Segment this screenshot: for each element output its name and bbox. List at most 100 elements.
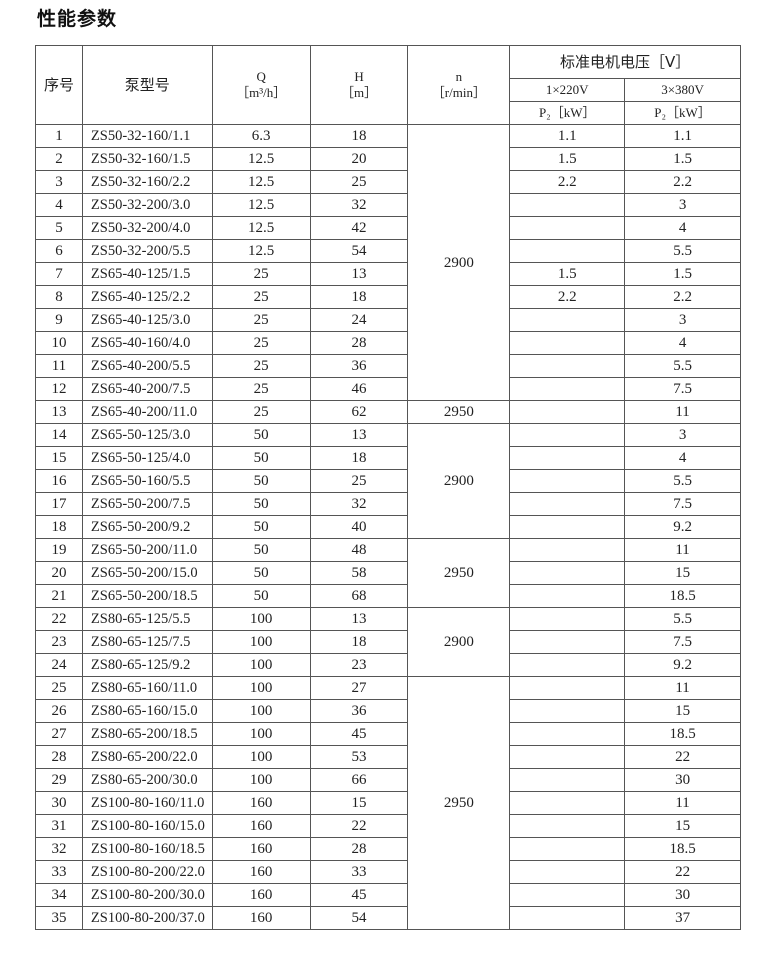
cell-q: 160 — [211, 860, 311, 884]
cell-q: 160 — [211, 906, 311, 930]
cell-seq: 32 — [35, 837, 83, 861]
cell-p-3ph: 3 — [624, 193, 741, 217]
header-p3: P₂［kW］ — [624, 101, 741, 125]
cell-model: ZS100-80-160/15.0 — [81, 814, 213, 838]
cell-h: 46 — [309, 377, 409, 401]
cell-h: 32 — [309, 492, 409, 516]
cell-p-3ph: 18.5 — [624, 837, 741, 861]
cell-p-1ph — [509, 699, 626, 723]
cell-n: 2900 — [407, 124, 511, 401]
cell-p-1ph — [509, 308, 626, 332]
cell-h: 23 — [309, 653, 409, 677]
cell-p-3ph: 37 — [624, 906, 741, 930]
table-row: 14 ZS65-50-125/3.0 50 13 2900 3 — [35, 423, 741, 539]
cell-model: ZS80-65-200/18.5 — [81, 722, 213, 746]
cell-h: 48 — [309, 538, 409, 562]
header-v1: 1×220V — [509, 78, 626, 102]
table-row: 25 ZS80-65-160/11.0 100 27 2950 11 — [35, 676, 741, 930]
cell-h: 25 — [309, 469, 409, 493]
cell-seq: 7 — [35, 262, 83, 286]
cell-model: ZS80-65-200/30.0 — [81, 768, 213, 792]
cell-p-3ph: 4 — [624, 446, 741, 470]
cell-p-3ph: 9.2 — [624, 515, 741, 539]
table-row: 2 ZS50-32-160/1.5 12.5 20 1.5 1.5 — [35, 147, 741, 171]
cell-p-3ph: 7.5 — [624, 630, 741, 654]
cell-q: 160 — [211, 814, 311, 838]
cell-p-3ph: 5.5 — [624, 354, 741, 378]
cell-q: 12.5 — [211, 170, 311, 194]
cell-model: ZS80-65-125/7.5 — [81, 630, 213, 654]
cell-p-1ph — [509, 768, 626, 792]
cell-p-3ph: 11 — [624, 791, 741, 815]
cell-model: ZS65-50-200/9.2 — [81, 515, 213, 539]
cell-p-3ph: 30 — [624, 768, 741, 792]
table-row: 28 ZS80-65-200/22.0 100 53 22 — [35, 745, 741, 769]
table-row: 3 ZS50-32-160/2.2 12.5 25 2.2 2.2 — [35, 170, 741, 194]
cell-q: 160 — [211, 883, 311, 907]
cell-h: 40 — [309, 515, 409, 539]
cell-q: 50 — [211, 538, 311, 562]
cell-p-1ph — [509, 239, 626, 263]
cell-q: 100 — [211, 768, 311, 792]
cell-model: ZS65-40-125/2.2 — [81, 285, 213, 309]
table-row: 32 ZS100-80-160/18.5 160 28 18.5 — [35, 837, 741, 861]
cell-p-3ph: 2.2 — [624, 170, 741, 194]
cell-seq: 4 — [35, 193, 83, 217]
cell-p-3ph: 15 — [624, 814, 741, 838]
table-row: 21 ZS65-50-200/18.5 50 68 18.5 — [35, 584, 741, 608]
header-n: n ［r/min］ — [407, 45, 511, 125]
cell-seq: 19 — [35, 538, 83, 562]
cell-h: 18 — [309, 124, 409, 148]
cell-n: 2950 — [407, 400, 511, 424]
table-row: 26 ZS80-65-160/15.0 100 36 15 — [35, 699, 741, 723]
cell-q: 6.3 — [211, 124, 311, 148]
cell-seq: 33 — [35, 860, 83, 884]
cell-p-3ph: 4 — [624, 331, 741, 355]
cell-seq: 17 — [35, 492, 83, 516]
cell-h: 36 — [309, 354, 409, 378]
cell-h: 25 — [309, 170, 409, 194]
table-row: 4 ZS50-32-200/3.0 12.5 32 3 — [35, 193, 741, 217]
table-row: 22 ZS80-65-125/5.5 100 13 2900 5.5 — [35, 607, 741, 677]
cell-p-3ph: 5.5 — [624, 607, 741, 631]
table-row: 17 ZS65-50-200/7.5 50 32 7.5 — [35, 492, 741, 516]
cell-q: 50 — [211, 515, 311, 539]
cell-q: 25 — [211, 331, 311, 355]
cell-p-1ph — [509, 354, 626, 378]
table-row: 33 ZS100-80-200/22.0 160 33 22 — [35, 860, 741, 884]
cell-p-3ph: 11 — [624, 676, 741, 700]
header-q: Q ［m³/h］ — [211, 45, 311, 125]
cell-n: 2900 — [407, 423, 511, 539]
cell-q: 25 — [211, 308, 311, 332]
performance-table: 序号 泵型号 Q ［m³/h］ H ［m］ n ［r/min］ 标准电机电压［V］ 1… — [35, 45, 741, 930]
cell-model: ZS65-50-200/11.0 — [81, 538, 213, 562]
cell-p-1ph — [509, 423, 626, 447]
table-row: 29 ZS80-65-200/30.0 100 66 30 — [35, 768, 741, 792]
cell-p-1ph: 1.1 — [509, 124, 626, 148]
cell-seq: 22 — [35, 607, 83, 631]
cell-model: ZS65-50-200/18.5 — [81, 584, 213, 608]
table-row: 30 ZS100-80-160/11.0 160 15 11 — [35, 791, 741, 815]
cell-seq: 5 — [35, 216, 83, 240]
cell-q: 50 — [211, 561, 311, 585]
cell-p-1ph — [509, 791, 626, 815]
cell-model: ZS100-80-160/18.5 — [81, 837, 213, 861]
header-n-unit: ［r/min］ — [431, 85, 486, 100]
cell-p-1ph — [509, 860, 626, 884]
cell-p-1ph — [509, 216, 626, 240]
cell-p-1ph — [509, 492, 626, 516]
cell-model: ZS50-32-200/3.0 — [81, 193, 213, 217]
cell-model: ZS80-65-125/5.5 — [81, 607, 213, 631]
cell-q: 50 — [211, 584, 311, 608]
cell-h: 18 — [309, 446, 409, 470]
cell-seq: 25 — [35, 676, 83, 700]
header-h: H ［m］ — [309, 45, 409, 125]
cell-model: ZS65-40-125/3.0 — [81, 308, 213, 332]
cell-seq: 28 — [35, 745, 83, 769]
table-row: 16 ZS65-50-160/5.5 50 25 5.5 — [35, 469, 741, 493]
cell-model: ZS65-50-200/7.5 — [81, 492, 213, 516]
cell-p-3ph: 30 — [624, 883, 741, 907]
cell-q: 25 — [211, 354, 311, 378]
cell-p-1ph — [509, 630, 626, 654]
cell-q: 12.5 — [211, 239, 311, 263]
